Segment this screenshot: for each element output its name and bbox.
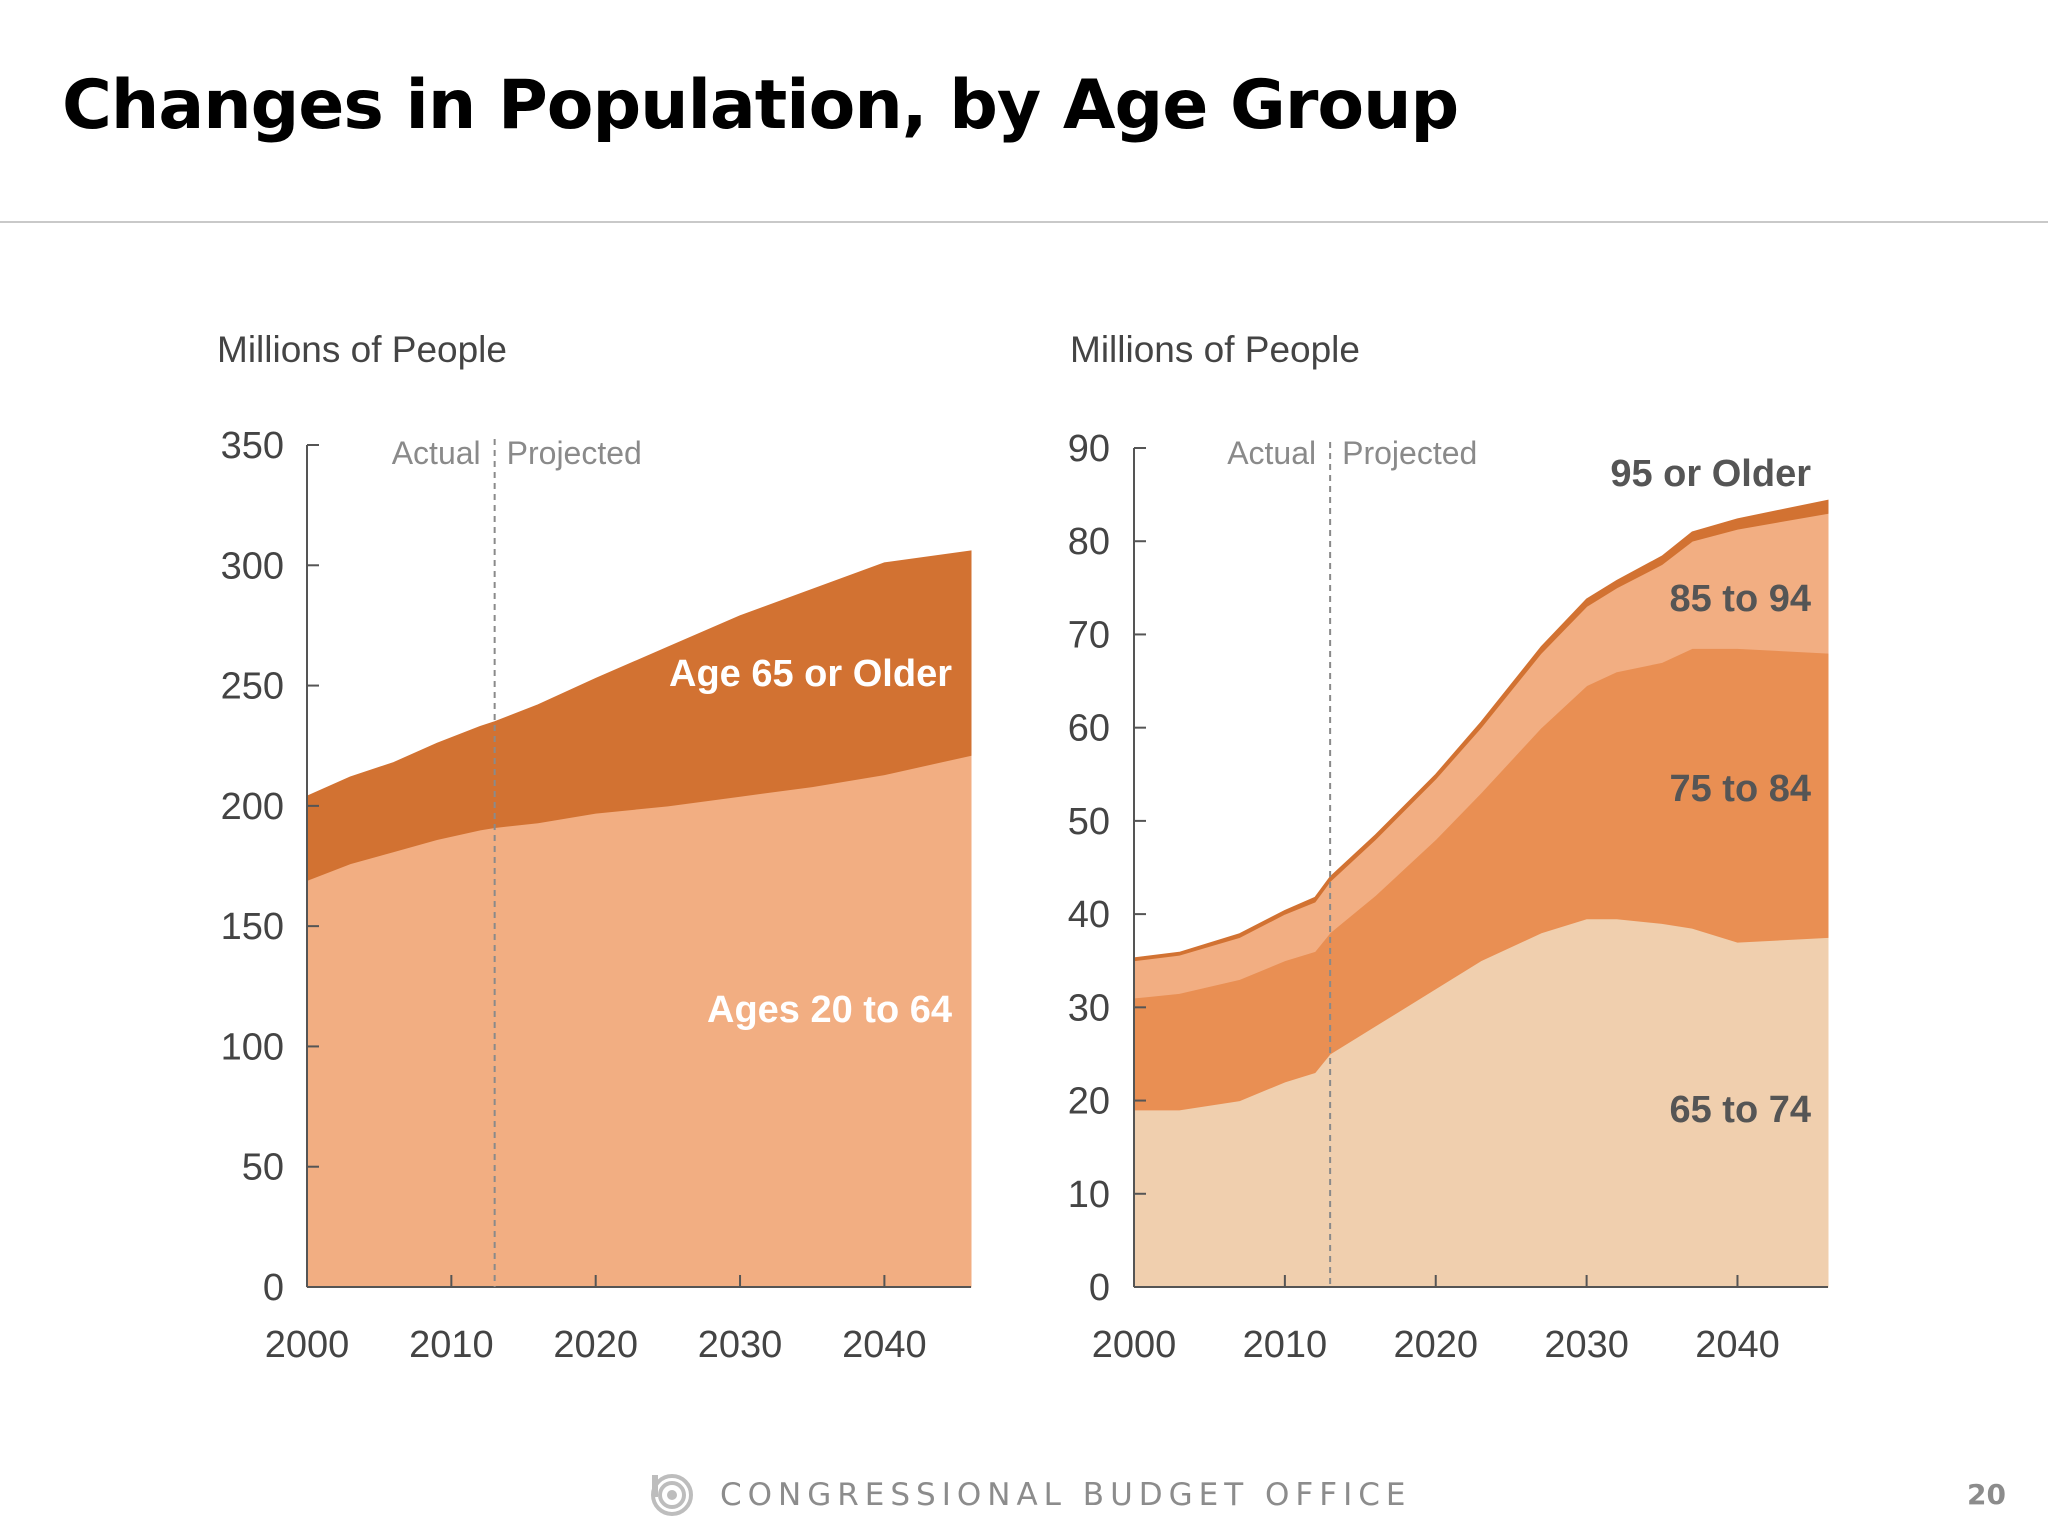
cbo-logo-icon bbox=[651, 1474, 693, 1516]
y-tick-label: 70 bbox=[1068, 614, 1110, 656]
title-divider bbox=[0, 221, 2048, 223]
y-axis-title: Millions of People bbox=[217, 329, 507, 370]
y-tick-label: 300 bbox=[221, 545, 284, 587]
projected-label: Projected bbox=[1342, 435, 1477, 471]
series-label: 85 to 94 bbox=[1669, 578, 1811, 620]
chart-total-population: Ages 20 to 64 Age 65 or Older 0 50 100 150 200… bbox=[217, 329, 972, 1366]
x-tick-label: 2040 bbox=[1695, 1324, 1780, 1366]
chart-older-population: 65 to 74 75 to 84 85 to 94 95 or Older 0 10 20… bbox=[1068, 329, 1829, 1366]
y-tick-label: 150 bbox=[221, 906, 284, 948]
area-age-65-or-older bbox=[306, 550, 972, 882]
y-tick-label: 30 bbox=[1068, 987, 1110, 1029]
x-tick-label: 2030 bbox=[698, 1324, 783, 1366]
actual-label: Actual bbox=[392, 435, 481, 471]
x-tick-label: 2030 bbox=[1544, 1324, 1629, 1366]
y-axis-title: Millions of People bbox=[1070, 329, 1360, 370]
projected-label: Projected bbox=[507, 435, 642, 471]
footer: CONGRESSIONAL BUDGET OFFICE bbox=[650, 1470, 1411, 1520]
series-label: Ages 20 to 64 bbox=[707, 989, 952, 1031]
x-tick-label: 2010 bbox=[409, 1324, 494, 1366]
y-tick-label: 50 bbox=[1068, 801, 1110, 843]
y-tick-label: 0 bbox=[1089, 1267, 1110, 1309]
x-tick-label: 2010 bbox=[1243, 1324, 1328, 1366]
page-number: 20 bbox=[1967, 1478, 2006, 1511]
y-tick-label: 80 bbox=[1068, 521, 1110, 563]
y-tick-label: 40 bbox=[1068, 894, 1110, 936]
y-tick-label: 90 bbox=[1068, 428, 1110, 470]
x-tick-label: 2020 bbox=[553, 1324, 638, 1366]
y-tick-label: 200 bbox=[221, 786, 284, 828]
y-tick-label: 20 bbox=[1068, 1081, 1110, 1123]
x-tick-label: 2040 bbox=[842, 1324, 927, 1366]
slide-title: Changes in Population, by Age Group bbox=[62, 66, 1459, 145]
y-tick-label: 60 bbox=[1068, 708, 1110, 750]
y-tick-label: 50 bbox=[242, 1147, 284, 1189]
y-tick-label: 0 bbox=[263, 1267, 284, 1309]
x-tick-label: 2000 bbox=[265, 1324, 350, 1366]
y-tick-label: 100 bbox=[221, 1026, 284, 1068]
series-label: 95 or Older bbox=[1610, 453, 1811, 495]
x-tick-label: 2020 bbox=[1393, 1324, 1478, 1366]
y-tick-label: 250 bbox=[221, 666, 284, 708]
actual-label: Actual bbox=[1227, 435, 1316, 471]
area-95-or-older bbox=[1133, 499, 1829, 962]
x-tick-label: 2000 bbox=[1092, 1324, 1177, 1366]
series-label: Age 65 or Older bbox=[669, 653, 952, 695]
y-tick-label: 10 bbox=[1068, 1174, 1110, 1216]
footer-text: CONGRESSIONAL BUDGET OFFICE bbox=[720, 1477, 1412, 1513]
series-label: 75 to 84 bbox=[1669, 768, 1811, 810]
y-tick-label: 350 bbox=[221, 425, 284, 467]
series-label: 65 to 74 bbox=[1669, 1089, 1811, 1131]
